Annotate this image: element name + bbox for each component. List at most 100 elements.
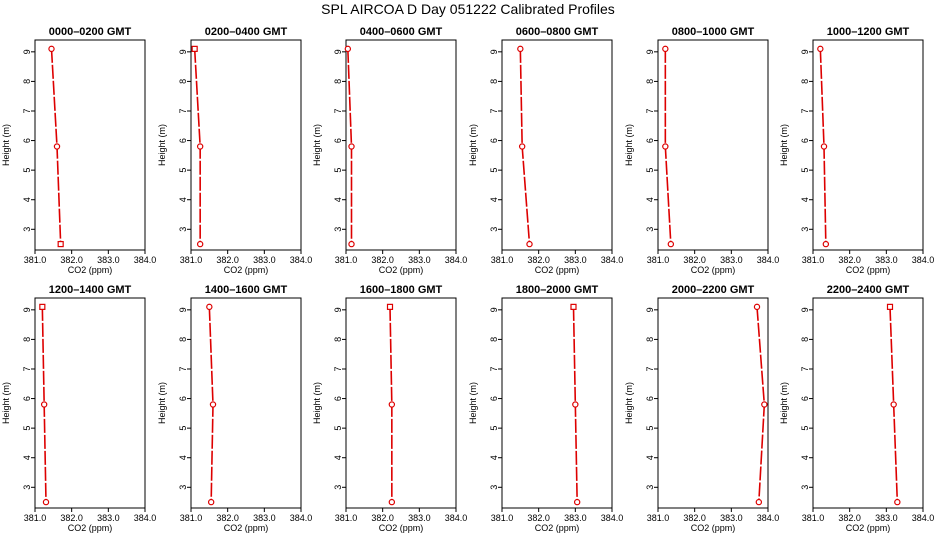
x-tick-label: 381.0 [647, 513, 670, 523]
x-tick-label: 382.0 [371, 255, 394, 265]
data-point-circle [40, 401, 48, 408]
y-tick-label: 5 [800, 168, 810, 173]
y-tick-label: 8 [645, 79, 655, 84]
data-point-circle [348, 240, 355, 248]
data-point-circle [517, 45, 524, 53]
y-tick-label: 5 [178, 168, 188, 173]
plot-frame [345, 39, 457, 251]
data-point-circle [388, 401, 396, 408]
x-tick-label: 381.0 [180, 255, 203, 265]
data-point-circle [667, 240, 675, 248]
y-tick-label: 7 [800, 366, 810, 371]
y-tick-label: 7 [333, 108, 343, 113]
y-tick-label: 5 [645, 426, 655, 431]
x-tick-label: 383.0 [875, 255, 898, 265]
y-tick-label: 6 [645, 396, 655, 401]
data-point-circle [344, 45, 352, 53]
y-tick-label: 8 [645, 337, 655, 342]
y-axis-label: Height (m) [1, 124, 11, 166]
data-point-circle [53, 143, 61, 150]
y-tick-label: 8 [178, 337, 188, 342]
x-tick-label: 382.0 [527, 513, 550, 523]
data-point-square [39, 303, 46, 310]
plot-frame [812, 39, 924, 251]
chart-panel: 0800–1000 GMT 381.0 382.0 383.0 384.0 CO2 (pp… [624, 26, 779, 275]
plot-frame [34, 297, 146, 509]
y-tick-label: 4 [489, 455, 499, 460]
data-point-square [386, 303, 394, 310]
data-point-circle [42, 498, 50, 506]
data-point-square [570, 303, 577, 310]
y-tick-label: 4 [178, 197, 188, 202]
y-tick-label: 9 [22, 49, 32, 54]
x-tick-label: 384.0 [134, 255, 157, 265]
y-tick-label: 3 [333, 485, 343, 490]
chart-panel: 0600–0800 GMT 381.0 382.0 383.0 384.0 CO2 (pp… [468, 26, 623, 275]
x-tick-label: 381.0 [802, 255, 825, 265]
y-tick-label: 9 [333, 49, 343, 54]
x-axis-label: CO2 (ppm) [68, 523, 113, 533]
plot-frame [345, 297, 457, 509]
x-tick-label: 381.0 [180, 513, 203, 523]
x-tick-label: 382.0 [216, 255, 239, 265]
chart-panel: 0200–0400 GMT 381.0 382.0 383.0 384.0 CO2 (pp… [157, 26, 312, 275]
panel-title: 2200–2400 GMT [827, 284, 910, 296]
y-tick-label: 7 [489, 366, 499, 371]
data-point-circle [662, 143, 669, 150]
x-axis-label: CO2 (ppm) [846, 265, 891, 275]
y-tick-label: 9 [800, 49, 810, 54]
y-axis-label: Height (m) [312, 124, 322, 166]
x-tick-label: 383.0 [720, 513, 743, 523]
plot-frame [501, 39, 613, 251]
y-tick-label: 5 [333, 426, 343, 431]
y-axis-label: Height (m) [468, 124, 478, 166]
y-tick-label: 6 [800, 138, 810, 143]
x-tick-label: 383.0 [97, 513, 120, 523]
plot-frame [190, 297, 302, 509]
y-tick-label: 7 [645, 108, 655, 113]
y-tick-label: 5 [178, 426, 188, 431]
panel-title: 0000–0200 GMT [49, 26, 132, 38]
y-tick-label: 3 [645, 485, 655, 490]
x-tick-label: 382.0 [838, 513, 861, 523]
x-tick-label: 383.0 [408, 513, 431, 523]
x-tick-label: 383.0 [408, 255, 431, 265]
y-tick-label: 9 [645, 307, 655, 312]
data-point-circle [48, 45, 55, 53]
data-point-circle [206, 303, 213, 311]
chart-panel: 2000–2200 GMT 381.0 382.0 383.0 384.0 CO2 (pp… [624, 284, 779, 533]
data-point-circle [894, 498, 901, 506]
y-tick-label: 8 [800, 79, 810, 84]
x-tick-label: 383.0 [564, 513, 587, 523]
x-tick-label: 382.0 [683, 513, 706, 523]
x-tick-label: 384.0 [757, 513, 780, 523]
y-axis-label: Height (m) [1, 382, 11, 424]
chart-panel: 1800–2000 GMT 381.0 382.0 383.0 384.0 CO2 (pp… [468, 284, 623, 533]
x-tick-label: 384.0 [134, 513, 157, 523]
figure-title: SPL AIRCOA D Day 051222 Calibrated Profi… [321, 1, 615, 17]
x-axis-label: CO2 (ppm) [535, 265, 580, 275]
data-point-circle [518, 143, 526, 150]
x-tick-label: 383.0 [253, 255, 276, 265]
panel-title: 1400–1600 GMT [205, 284, 288, 296]
y-tick-label: 9 [333, 307, 343, 312]
chart-panel: 1200–1400 GMT 381.0 382.0 383.0 384.0 CO2 (pp… [1, 284, 156, 533]
x-tick-label: 381.0 [647, 255, 670, 265]
y-axis-label: Height (m) [624, 124, 634, 166]
y-tick-label: 9 [489, 307, 499, 312]
x-tick-label: 381.0 [491, 513, 514, 523]
y-axis-label: Height (m) [779, 382, 789, 424]
chart-panel: 2200–2400 GMT 381.0 382.0 383.0 384.0 CO2 (pp… [779, 284, 934, 533]
x-tick-label: 383.0 [875, 513, 898, 523]
x-axis-label: CO2 (ppm) [691, 265, 736, 275]
y-tick-label: 8 [333, 337, 343, 342]
x-axis-label: CO2 (ppm) [68, 265, 113, 275]
data-point-circle [526, 240, 533, 248]
y-tick-label: 7 [22, 108, 32, 113]
x-tick-label: 382.0 [216, 513, 239, 523]
plot-frame [501, 297, 613, 509]
y-tick-label: 4 [178, 455, 188, 460]
plot-frame [812, 297, 924, 509]
data-point-circle [207, 498, 215, 506]
